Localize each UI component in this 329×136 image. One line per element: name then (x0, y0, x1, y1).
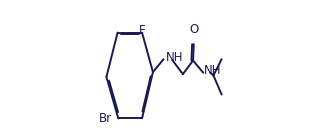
Text: O: O (189, 23, 198, 36)
Text: NH: NH (204, 64, 221, 77)
Text: Br: Br (99, 112, 112, 125)
Text: F: F (139, 24, 145, 38)
Text: NH: NH (165, 51, 183, 64)
